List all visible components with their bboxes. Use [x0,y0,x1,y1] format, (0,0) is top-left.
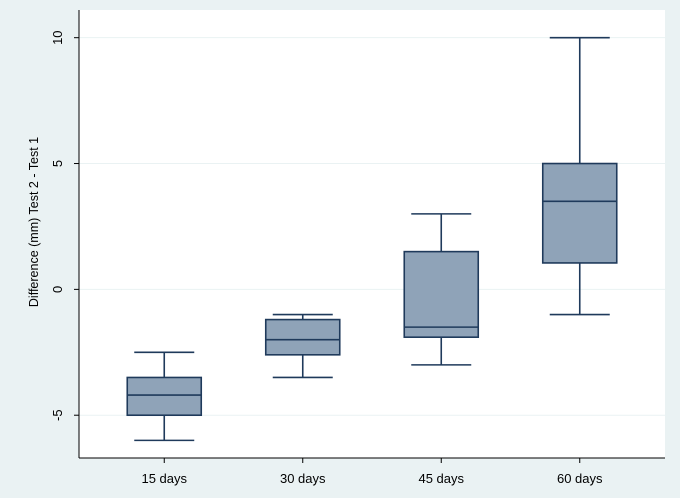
y-tick-label-0: -5 [50,409,65,421]
y-axis-title: Difference (mm) Test 2 - Test 1 [27,137,41,307]
axes [78,10,665,459]
box-group-1 [126,351,203,442]
y-tick-label-1: 0 [50,286,65,293]
x-tick-label-0: 15 days [141,471,187,486]
box-group-4 [541,36,618,316]
x-tick-label-3: 60 days [557,471,603,486]
iqr-box [126,376,203,417]
y-tick-label-3: 10 [50,30,65,44]
box-group-2 [264,313,341,379]
iqr-box [403,250,480,338]
x-tick-label-1: 30 days [280,471,326,486]
x-ticks: 15 days 30 days 45 days 60 days [141,458,603,486]
iqr-box [264,318,341,356]
y-ticks: -5 0 5 10 [50,30,79,421]
boxes [126,36,618,442]
box-group-3 [403,213,480,366]
y-tick-label-2: 5 [50,160,65,167]
x-tick-label-2: 45 days [418,471,464,486]
iqr-box [541,162,618,264]
